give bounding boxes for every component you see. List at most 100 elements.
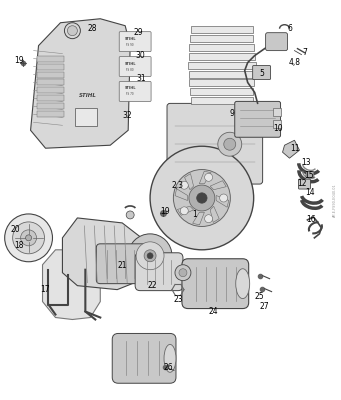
Bar [191,98,253,104]
Ellipse shape [236,269,250,298]
Polygon shape [210,181,226,190]
Circle shape [205,215,212,223]
Text: 1: 1 [193,210,197,220]
Text: 27: 27 [260,302,269,311]
Bar [189,53,255,60]
Polygon shape [184,174,194,190]
Text: 32: 32 [122,111,132,120]
Circle shape [180,207,188,215]
Text: 26: 26 [163,363,173,372]
Bar [36,80,64,86]
Bar [75,108,97,126]
Bar [189,80,254,86]
Text: 11: 11 [290,144,299,153]
Circle shape [128,234,172,278]
Circle shape [144,250,156,262]
Text: STIHL: STIHL [124,62,136,66]
Polygon shape [62,218,144,290]
Circle shape [64,23,80,39]
Text: 6: 6 [287,24,292,33]
Text: FS 80: FS 80 [127,68,134,72]
FancyBboxPatch shape [96,244,149,284]
Text: 10: 10 [273,124,282,133]
Text: 16: 16 [307,216,316,224]
FancyBboxPatch shape [119,32,151,52]
Polygon shape [175,189,188,200]
Circle shape [68,26,77,36]
Bar [188,62,256,68]
FancyBboxPatch shape [135,253,183,291]
Text: AP-E-FS90-E040.01: AP-E-FS90-E040.01 [333,183,337,217]
Circle shape [150,146,254,250]
Text: 28: 28 [88,24,97,33]
Circle shape [220,194,227,202]
Text: STIHL: STIHL [124,86,136,90]
Circle shape [224,138,236,150]
Circle shape [179,269,187,277]
FancyBboxPatch shape [167,103,263,184]
FancyBboxPatch shape [235,102,281,137]
FancyBboxPatch shape [182,259,249,308]
Bar [191,26,253,33]
Polygon shape [193,212,204,225]
Circle shape [136,242,164,270]
FancyBboxPatch shape [298,179,310,189]
FancyBboxPatch shape [112,334,176,383]
Bar [190,35,253,42]
Bar [36,103,64,109]
Polygon shape [177,206,194,215]
Polygon shape [283,140,299,158]
Text: 29: 29 [133,28,143,37]
Circle shape [173,170,231,226]
FancyBboxPatch shape [266,33,287,51]
Text: FS 70: FS 70 [127,92,134,96]
Circle shape [26,235,32,241]
Bar [189,70,255,78]
Text: 31: 31 [136,74,146,83]
Circle shape [147,253,153,259]
Text: 13: 13 [302,158,311,167]
Circle shape [218,132,242,156]
Text: 9: 9 [229,109,234,118]
Bar [36,64,64,70]
Text: 19: 19 [160,208,170,216]
Bar [36,72,64,78]
Text: 22: 22 [147,281,157,290]
Text: STIHL: STIHL [124,37,136,41]
Text: 24: 24 [208,307,218,316]
Bar [272,120,281,128]
FancyBboxPatch shape [119,56,151,76]
FancyBboxPatch shape [119,82,151,102]
Text: 30: 30 [135,51,145,60]
Text: STIHL: STIHL [79,93,97,98]
Text: 12: 12 [297,178,306,188]
Text: 19: 19 [14,56,24,65]
Text: 25: 25 [255,292,265,301]
Circle shape [175,265,191,281]
Text: 7: 7 [302,48,307,57]
FancyBboxPatch shape [253,66,271,80]
Bar [190,88,253,96]
Circle shape [20,230,36,246]
FancyBboxPatch shape [306,172,314,178]
Circle shape [13,222,45,254]
Text: 2,3: 2,3 [172,180,184,190]
Text: 18: 18 [14,241,24,250]
Polygon shape [216,196,229,207]
Polygon shape [43,250,100,320]
Ellipse shape [164,344,176,372]
Bar [36,111,64,117]
Bar [36,56,64,62]
Text: 4,8: 4,8 [288,58,300,67]
Text: 15: 15 [305,171,314,180]
Text: FS 90: FS 90 [127,43,134,47]
Circle shape [197,193,207,203]
Circle shape [5,214,53,262]
Text: 5: 5 [259,69,264,78]
Bar [272,108,281,116]
Polygon shape [31,19,130,148]
Circle shape [180,181,188,189]
Text: 21: 21 [117,261,127,270]
Text: 23: 23 [173,295,183,304]
Polygon shape [199,171,211,184]
